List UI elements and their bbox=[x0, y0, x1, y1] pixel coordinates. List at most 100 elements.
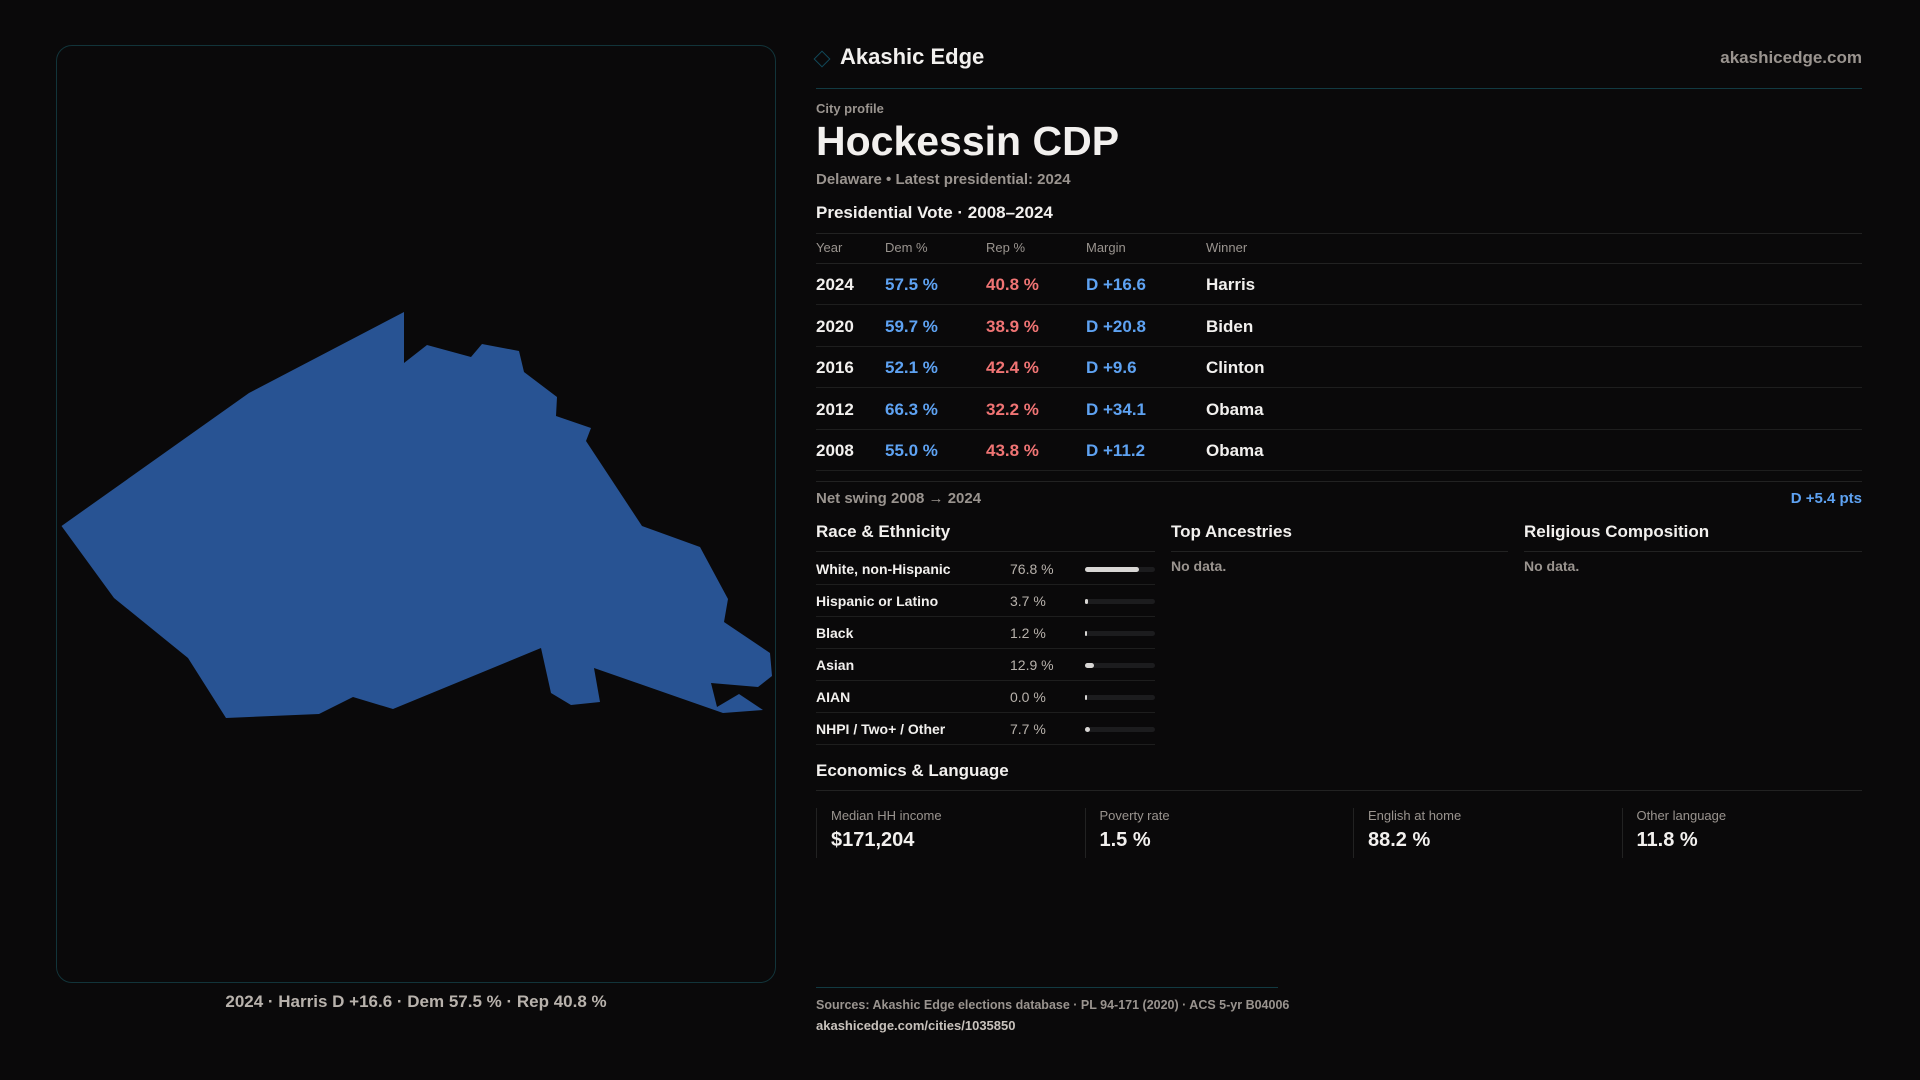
vote-winner: Obama bbox=[1206, 441, 1264, 461]
stat-value: 11.8 % bbox=[1636, 829, 1698, 851]
vote-winner: Biden bbox=[1206, 316, 1254, 336]
vote-row: 2008 55.0 % 43.8 % D +11.2 Obama bbox=[816, 430, 1862, 472]
economics-heading: Economics & Language bbox=[816, 761, 1009, 780]
page-kicker: City profile bbox=[816, 101, 884, 116]
footer-url[interactable]: akashicedge.com/cities/1035850 bbox=[816, 1018, 1016, 1033]
race-value: 0.0 % bbox=[1010, 689, 1046, 705]
vote-margin: D +34.1 bbox=[1086, 399, 1147, 419]
map-panel bbox=[56, 45, 776, 983]
vote-margin: D +20.8 bbox=[1086, 316, 1147, 336]
vote-winner: Clinton bbox=[1206, 358, 1265, 378]
race-value: 7.7 % bbox=[1010, 721, 1046, 737]
stat-label: Median HH income bbox=[831, 808, 942, 823]
stat-label: Poverty rate bbox=[1099, 808, 1170, 823]
vote-winner: Obama bbox=[1206, 399, 1264, 419]
footer-sources: Sources: Akashic Edge elections database… bbox=[816, 998, 1290, 1012]
race-bar bbox=[1085, 727, 1155, 732]
ancestries-heading: Top Ancestries bbox=[1171, 522, 1292, 541]
race-label: Hispanic or Latino bbox=[816, 593, 939, 609]
divider bbox=[816, 551, 1155, 552]
vote-rep: 43.8 % bbox=[986, 441, 1039, 461]
stat-value: $171,204 bbox=[831, 829, 915, 851]
stat-card: Other language 11.8 % bbox=[1621, 808, 1726, 858]
divider bbox=[816, 233, 1862, 234]
race-row: NHPI / Two+ / Other 7.7 % bbox=[816, 713, 1155, 745]
vote-rep: 38.9 % bbox=[986, 316, 1039, 336]
vote-winner: Harris bbox=[1206, 275, 1256, 294]
race-bar bbox=[1085, 567, 1155, 572]
race-row: AIAN 0.0 % bbox=[816, 681, 1155, 713]
vote-year: 2012 bbox=[816, 399, 854, 419]
divider bbox=[816, 790, 1862, 791]
brand[interactable]: Akashic Edge bbox=[813, 44, 985, 70]
stat-card: Median HH income $171,204 bbox=[816, 808, 942, 858]
divider bbox=[1171, 551, 1508, 552]
race-bar-fill bbox=[1085, 663, 1095, 668]
site-link[interactable]: akashicedge.com bbox=[1720, 48, 1862, 67]
city-boundary-shape[interactable] bbox=[61, 312, 773, 718]
race-bar-fill bbox=[1085, 631, 1087, 636]
brand-name: Akashic Edge bbox=[840, 44, 985, 69]
col-rep: Rep % bbox=[986, 240, 1026, 255]
col-year: Year bbox=[816, 240, 843, 255]
race-label: White, non-Hispanic bbox=[816, 561, 951, 577]
page-subtitle: Delaware • Latest presidential: 2024 bbox=[816, 171, 1071, 188]
race-label: Asian bbox=[816, 657, 855, 673]
divider bbox=[816, 481, 1862, 482]
city-boundary-map bbox=[61, 312, 773, 718]
header-divider bbox=[816, 88, 1862, 89]
ancestries-empty: No data. bbox=[1171, 558, 1227, 574]
footer-divider bbox=[816, 987, 1278, 988]
col-margin: Margin bbox=[1086, 240, 1126, 255]
race-bar-fill bbox=[1085, 599, 1088, 604]
vote-dem: 52.1 % bbox=[885, 358, 938, 378]
race-bar bbox=[1085, 599, 1155, 604]
race-row: White, non-Hispanic 76.8 % bbox=[816, 553, 1155, 585]
race-bar bbox=[1085, 663, 1155, 668]
stat-card: Poverty rate 1.5 % bbox=[1084, 808, 1170, 858]
vote-year: 2016 bbox=[816, 358, 854, 378]
vote-row: 2012 66.3 % 32.2 % D +34.1 Obama bbox=[816, 389, 1862, 430]
stat-card: English at home 88.2 % bbox=[1353, 808, 1461, 858]
race-bar bbox=[1085, 631, 1155, 636]
stat-label: English at home bbox=[1368, 808, 1462, 823]
race-bar-fill bbox=[1085, 695, 1087, 700]
race-value: 1.2 % bbox=[1010, 625, 1046, 641]
stat-value: 88.2 % bbox=[1368, 829, 1431, 851]
vote-margin: D +16.6 bbox=[1086, 275, 1147, 294]
race-value: 76.8 % bbox=[1010, 561, 1054, 577]
race-bar bbox=[1085, 695, 1155, 700]
race-row: Asian 12.9 % bbox=[816, 649, 1155, 681]
race-bar-fill bbox=[1085, 727, 1091, 732]
page-title: Hockessin CDP bbox=[816, 118, 1120, 164]
race-row: Hispanic or Latino 3.7 % bbox=[816, 585, 1155, 617]
vote-row: 2024 57.5 % 40.8 % D +16.6 Harris bbox=[816, 264, 1862, 305]
divider bbox=[1524, 551, 1862, 552]
vote-rep: 40.8 % bbox=[986, 275, 1039, 294]
vote-margin: D +9.6 bbox=[1086, 358, 1137, 378]
race-value: 12.9 % bbox=[1010, 657, 1054, 673]
vote-margin: D +11.2 bbox=[1086, 441, 1146, 461]
diamond-icon bbox=[813, 50, 831, 68]
race-bar-fill bbox=[1085, 567, 1139, 572]
vote-year: 2008 bbox=[816, 441, 854, 461]
race-label: Black bbox=[816, 625, 854, 641]
vote-row: 2016 52.1 % 42.4 % D +9.6 Clinton bbox=[816, 347, 1862, 389]
race-heading: Race & Ethnicity bbox=[816, 522, 951, 541]
vote-dem: 59.7 % bbox=[885, 316, 938, 336]
vote-rep: 32.2 % bbox=[986, 399, 1039, 419]
col-winner: Winner bbox=[1206, 240, 1248, 255]
race-row: Black 1.2 % bbox=[816, 617, 1155, 649]
vote-row: 2020 59.7 % 38.9 % D +20.8 Biden bbox=[816, 306, 1862, 347]
divider bbox=[816, 263, 1862, 264]
vote-year: 2020 bbox=[816, 316, 854, 336]
race-value: 3.7 % bbox=[1010, 593, 1046, 609]
net-swing-label: Net swing 2008 → 2024 bbox=[816, 490, 982, 507]
religion-heading: Religious Composition bbox=[1524, 522, 1710, 541]
map-caption: 2024 · Harris D +16.6 · Dem 57.5 % · Rep… bbox=[225, 992, 607, 1011]
vote-dem: 55.0 % bbox=[885, 441, 938, 461]
vote-heading: Presidential Vote · 2008–2024 bbox=[816, 203, 1053, 222]
religion-empty: No data. bbox=[1524, 558, 1580, 574]
stat-value: 1.5 % bbox=[1099, 829, 1151, 851]
col-dem: Dem % bbox=[885, 240, 928, 255]
